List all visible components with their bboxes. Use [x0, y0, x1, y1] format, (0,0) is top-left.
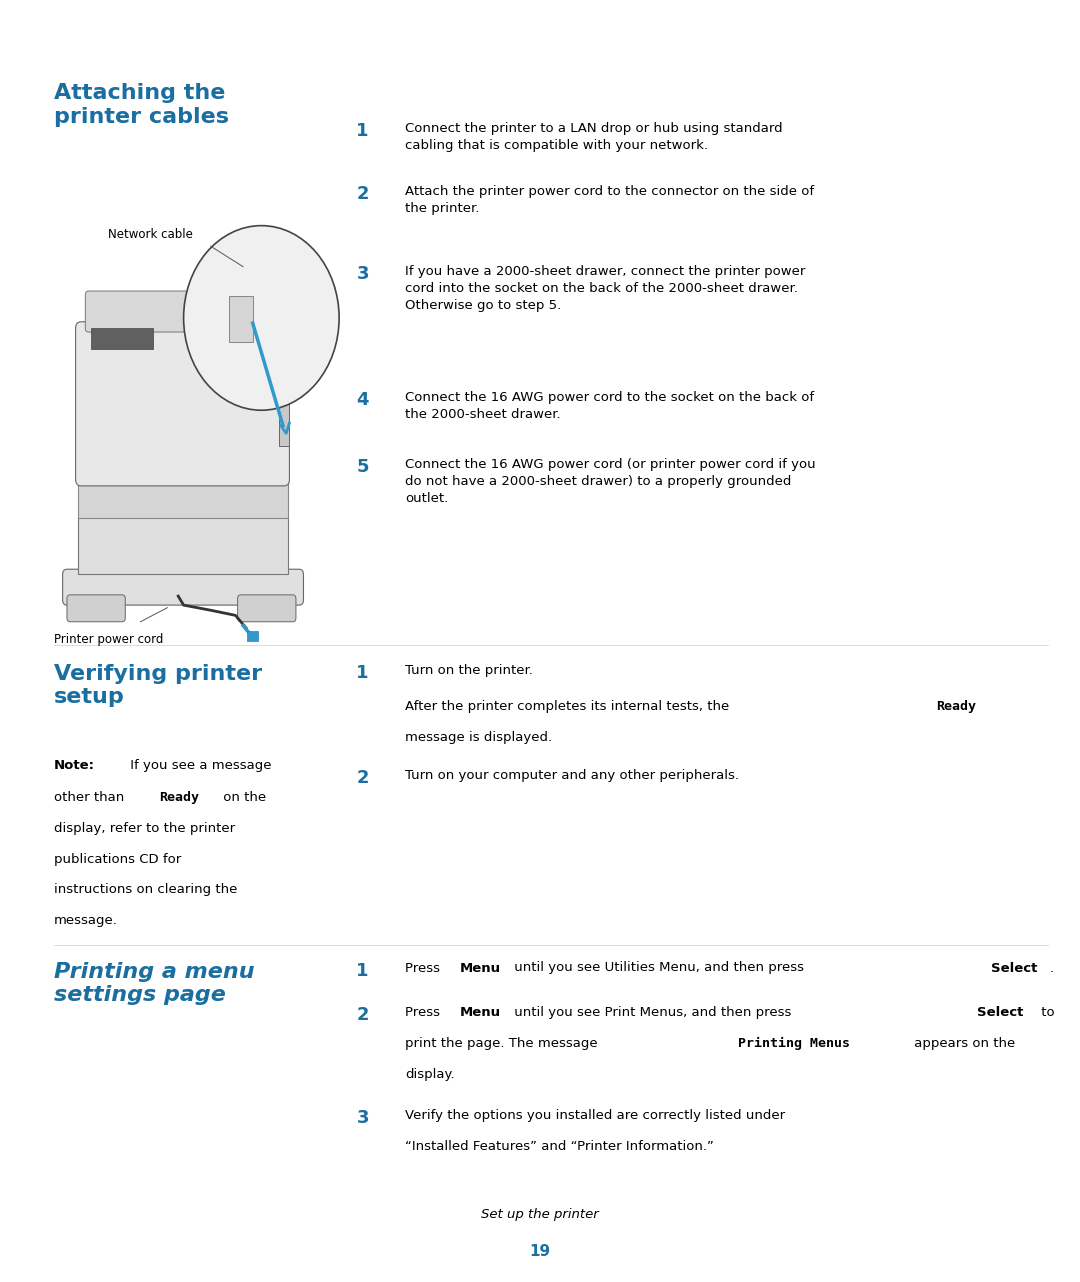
Text: 19: 19: [529, 1244, 551, 1259]
Text: message.: message.: [54, 914, 118, 927]
Text: 4: 4: [356, 391, 369, 409]
FancyBboxPatch shape: [238, 595, 296, 622]
Text: display, refer to the printer: display, refer to the printer: [54, 822, 235, 835]
Text: display.: display.: [405, 1068, 455, 1081]
Text: Turn on the printer.: Turn on the printer.: [405, 664, 532, 677]
Text: 5: 5: [356, 458, 369, 476]
Text: Ready: Ready: [159, 791, 199, 804]
Text: publications CD for: publications CD for: [54, 853, 181, 865]
Text: .: .: [1050, 962, 1054, 974]
Text: Connect the printer to a LAN drop or hub using standard
cabling that is compatib: Connect the printer to a LAN drop or hub…: [405, 122, 783, 151]
Text: Menu: Menu: [460, 1006, 501, 1019]
FancyBboxPatch shape: [76, 322, 289, 486]
Text: If you see a message: If you see a message: [126, 759, 272, 772]
Bar: [78, 479, 288, 518]
Text: until you see Print Menus, and then press: until you see Print Menus, and then pres…: [510, 1006, 795, 1019]
Text: 1: 1: [356, 664, 369, 682]
Text: Set up the printer: Set up the printer: [481, 1208, 599, 1220]
Text: 2: 2: [356, 185, 369, 203]
Text: Press: Press: [405, 1006, 444, 1019]
Text: print the page. The message: print the page. The message: [405, 1037, 602, 1050]
Text: If you have a 2000-sheet drawer, connect the printer power
cord into the socket : If you have a 2000-sheet drawer, connect…: [405, 265, 806, 313]
Text: appears on the: appears on the: [910, 1037, 1015, 1050]
Text: Menu: Menu: [460, 962, 501, 974]
FancyBboxPatch shape: [85, 291, 275, 332]
Text: Attaching the
printer cables: Attaching the printer cables: [54, 83, 229, 127]
Circle shape: [184, 226, 339, 410]
Text: Printing Menus: Printing Menus: [738, 1037, 850, 1050]
Text: Select: Select: [977, 1006, 1024, 1019]
Text: Attach the printer power cord to the connector on the side of
the printer.: Attach the printer power cord to the con…: [405, 185, 814, 214]
Text: Turn on your computer and any other peripherals.: Turn on your computer and any other peri…: [405, 769, 739, 782]
Text: 2: 2: [356, 769, 369, 787]
Text: Network cable: Network cable: [108, 228, 193, 241]
Text: on the: on the: [219, 791, 267, 804]
Text: Printer power cord: Printer power cord: [54, 633, 163, 646]
FancyBboxPatch shape: [63, 569, 303, 605]
Text: Connect the 16 AWG power cord (or printer power cord if you
do not have a 2000-s: Connect the 16 AWG power cord (or printe…: [405, 458, 815, 505]
Text: Note:: Note:: [54, 759, 95, 772]
Text: until you see Utilities Menu, and then press: until you see Utilities Menu, and then p…: [510, 962, 808, 974]
Text: Select: Select: [991, 962, 1038, 974]
Text: 1: 1: [356, 122, 369, 140]
Text: “Installed Features” and “Printer Information.”: “Installed Features” and “Printer Inform…: [405, 1140, 714, 1153]
Text: 3: 3: [356, 1109, 369, 1127]
Text: to: to: [1037, 1006, 1054, 1019]
Text: Verify the options you installed are correctly listed under: Verify the options you installed are cor…: [405, 1109, 785, 1122]
Bar: [91, 328, 153, 349]
Text: other than: other than: [54, 791, 129, 804]
Text: Printing a menu
settings page: Printing a menu settings page: [54, 962, 255, 1005]
Text: instructions on clearing the: instructions on clearing the: [54, 883, 238, 896]
Bar: [247, 631, 258, 641]
Text: 1: 1: [356, 962, 369, 979]
Bar: [78, 517, 288, 574]
Text: After the printer completes its internal tests, the: After the printer completes its internal…: [405, 700, 733, 713]
Text: Verifying printer
setup: Verifying printer setup: [54, 664, 262, 708]
FancyBboxPatch shape: [67, 595, 125, 622]
Bar: [229, 296, 253, 342]
Text: 3: 3: [356, 265, 369, 283]
Text: Ready: Ready: [936, 700, 976, 713]
Text: 2: 2: [356, 1006, 369, 1024]
Text: Press: Press: [405, 962, 444, 974]
Bar: [279, 397, 289, 446]
Text: Connect the 16 AWG power cord to the socket on the back of
the 2000-sheet drawer: Connect the 16 AWG power cord to the soc…: [405, 391, 814, 420]
Text: message is displayed.: message is displayed.: [405, 731, 552, 744]
